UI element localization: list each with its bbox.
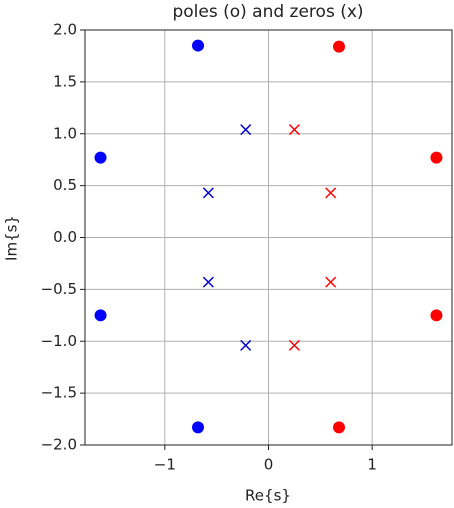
zero-marker bbox=[325, 187, 337, 199]
pole-marker bbox=[430, 309, 443, 322]
y-tick-label: 1.5 bbox=[53, 72, 77, 90]
pole-marker bbox=[94, 309, 107, 322]
zero-marker bbox=[240, 124, 252, 136]
y-axis-label: Im{s} bbox=[3, 215, 21, 261]
y-tick-label: −2.0 bbox=[41, 436, 77, 454]
pole-marker bbox=[94, 151, 107, 164]
zero-marker bbox=[325, 276, 337, 288]
zero-marker bbox=[202, 187, 214, 199]
plot-frame bbox=[84, 29, 453, 446]
zero-marker bbox=[240, 339, 252, 351]
pole-marker bbox=[332, 421, 345, 434]
y-tick-label: 2.0 bbox=[53, 21, 77, 39]
x-tick-label: −1 bbox=[154, 456, 176, 474]
chart-title: poles (o) and zeros (x) bbox=[172, 2, 363, 22]
y-tick-label: 1.0 bbox=[53, 124, 77, 142]
y-tick-label: −1.5 bbox=[41, 384, 77, 402]
zero-marker bbox=[288, 339, 300, 351]
x-tick-label: 0 bbox=[264, 456, 274, 474]
y-tick-label: −1.0 bbox=[41, 332, 77, 350]
pole-marker bbox=[430, 151, 443, 164]
pole-marker bbox=[192, 39, 205, 52]
x-tick-label: 1 bbox=[367, 456, 377, 474]
y-tick-label: 0.5 bbox=[53, 176, 77, 194]
zero-marker bbox=[202, 276, 214, 288]
pole-marker bbox=[332, 40, 345, 53]
pole-marker bbox=[192, 421, 205, 434]
y-tick-label: −0.5 bbox=[41, 280, 77, 298]
y-tick-label: 0.0 bbox=[53, 228, 77, 246]
x-axis-label: Re{s} bbox=[245, 487, 291, 505]
zero-marker bbox=[288, 124, 300, 136]
